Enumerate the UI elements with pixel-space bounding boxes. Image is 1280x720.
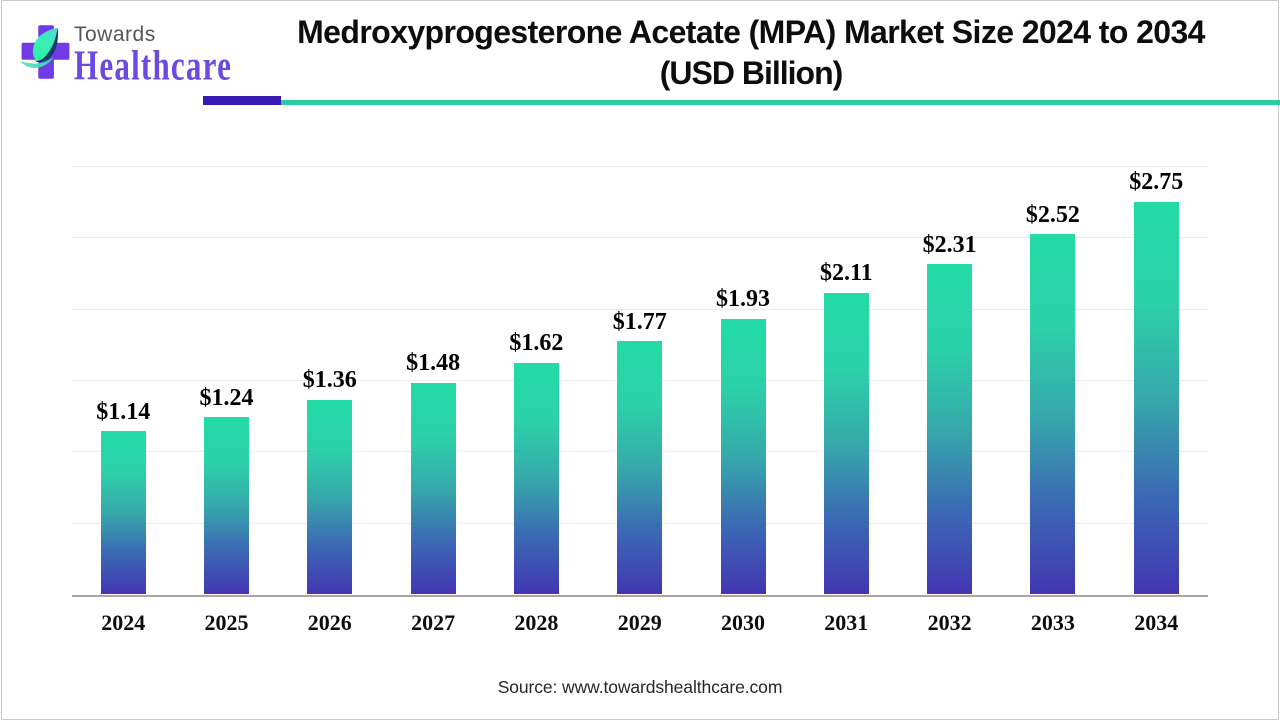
svg-text:Towards: Towards bbox=[74, 23, 156, 46]
svg-text:Healthcare: Healthcare bbox=[74, 42, 231, 89]
